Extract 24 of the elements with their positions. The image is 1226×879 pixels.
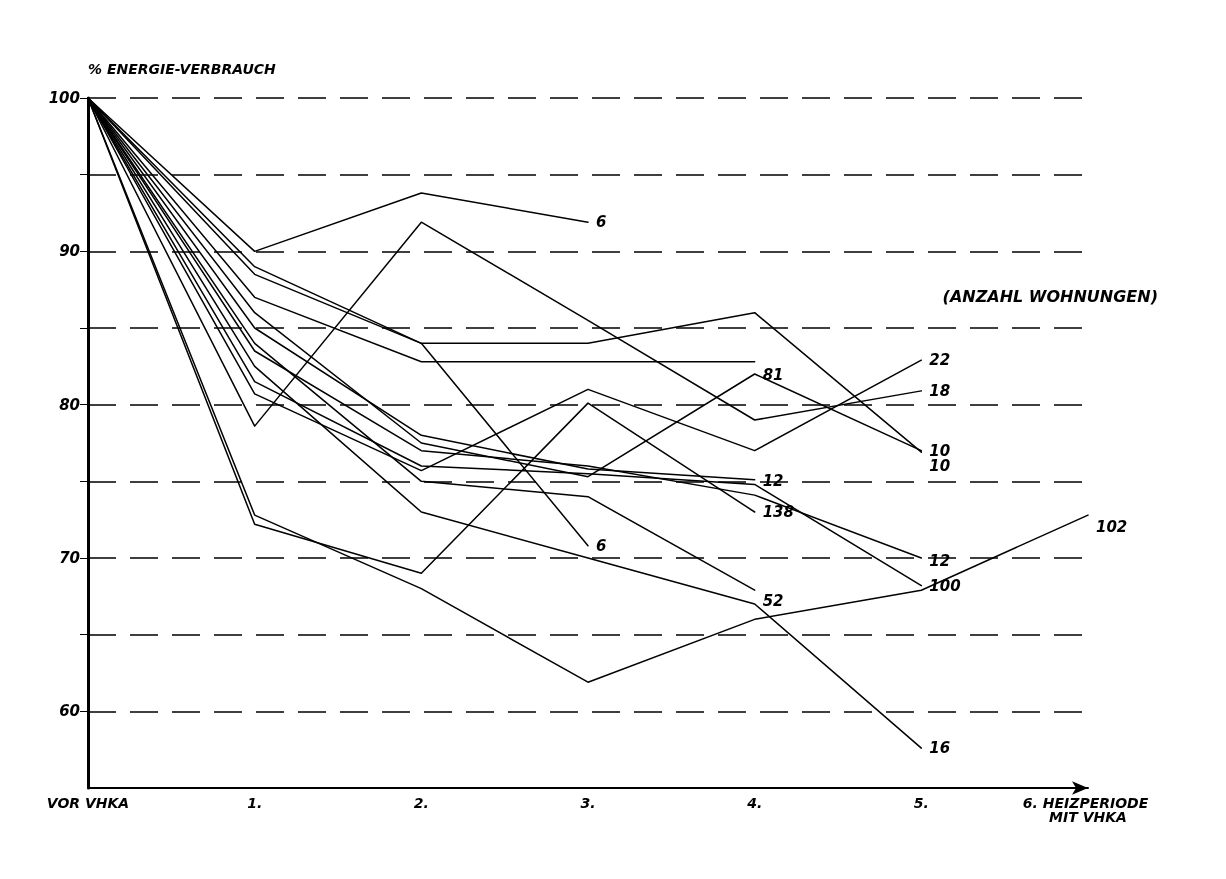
series-label: 18 — [929, 381, 951, 400]
x-tick-label: 1. — [247, 795, 263, 811]
series-label: 16 — [929, 739, 951, 758]
x-tick-label: VOR VHKA — [46, 795, 130, 811]
x-tick-label: 3. — [580, 795, 596, 811]
x-tick-label: 6. HEIZPERIODE MIT VHKA — [1022, 795, 1154, 825]
y-tick-label: 80 — [59, 395, 80, 414]
series-label: 6 — [596, 536, 607, 555]
series-label: 52 — [762, 591, 784, 610]
series-label: 138 — [762, 503, 794, 521]
series-label: 6 — [596, 213, 607, 232]
series-label: 100 — [929, 576, 961, 595]
annotation: (ANZAHL WOHNUNGEN) — [942, 286, 1158, 306]
x-tick-label: 5. — [913, 795, 929, 811]
series-label: 22 — [929, 351, 951, 370]
x-tick-label: 2. — [413, 795, 429, 811]
series-label: 81 — [762, 366, 784, 385]
y-tick-label: 100 — [48, 89, 80, 107]
x-tick-label: 4. — [746, 795, 763, 811]
y-tick-label: 90 — [59, 242, 80, 261]
y-axis-title: % ENERGIE-VERBRAUCH — [88, 61, 277, 77]
series-label: 102 — [1096, 518, 1128, 536]
y-tick-label: 60 — [59, 702, 80, 721]
y-tick-label: 70 — [59, 549, 80, 567]
